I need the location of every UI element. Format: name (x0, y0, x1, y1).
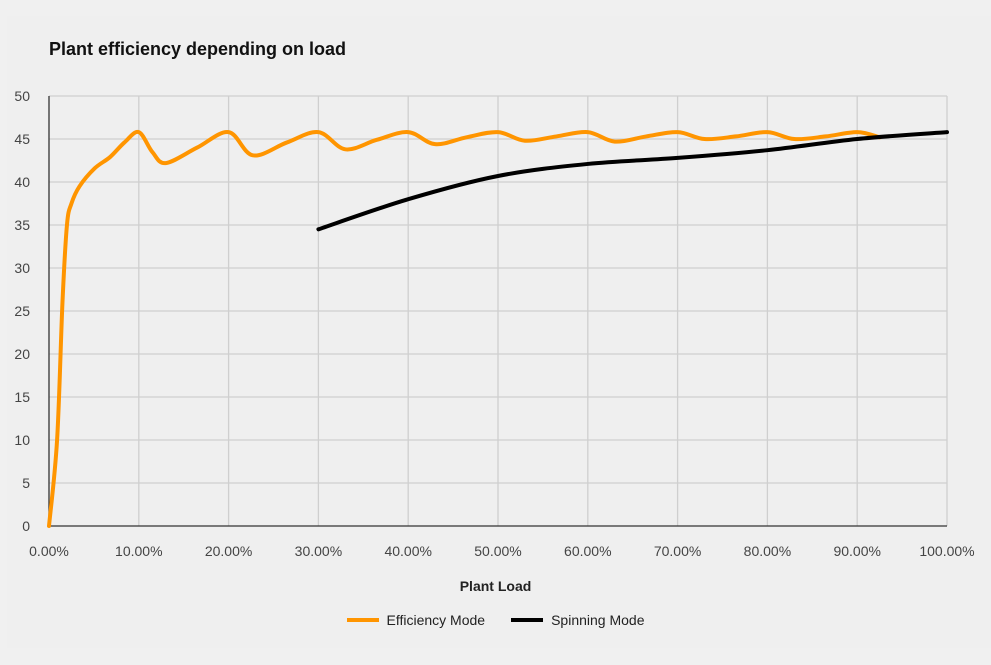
y-tick-labels: 0 5 10 15 20 25 30 35 40 45 50 (14, 88, 30, 534)
legend-label-spinning: Spinning Mode (551, 612, 645, 628)
series-line-efficiency-mode (47, 129, 882, 528)
y-tick-label: 10 (14, 432, 30, 448)
legend-swatch-efficiency (346, 618, 379, 622)
grid (49, 95, 948, 526)
y-tick-label: 35 (14, 217, 30, 233)
y-tick-label: 5 (22, 475, 30, 491)
y-tick-label: 20 (14, 346, 30, 362)
x-tick-label: 0.00% (29, 543, 69, 559)
series-lines (47, 129, 949, 528)
x-tick-label: 20.00% (205, 543, 252, 559)
legend-item-spinning[interactable]: Spinning Mode (511, 612, 644, 628)
x-axis-label: Plant Load (459, 578, 532, 594)
x-tick-label: 50.00% (474, 543, 521, 559)
x-tick-label: 90.00% (833, 543, 880, 559)
legend-label-efficiency: Efficiency Mode (386, 612, 486, 628)
y-tick-label: 25 (14, 303, 30, 319)
x-tick-label: 30.00% (295, 543, 342, 559)
y-tick-label: 15 (14, 389, 30, 405)
legend-item-efficiency[interactable]: Efficiency Mode (346, 612, 486, 628)
chart-title: Plant efficiency depending on load (49, 39, 347, 59)
x-tick-labels: 0.00% 10.00% 20.00% 30.00% 40.00% 50.00% 60.00… (29, 543, 974, 559)
y-tick-label: 0 (22, 518, 30, 534)
y-tick-label: 40 (14, 174, 30, 190)
x-tick-label: 60.00% (564, 543, 611, 559)
x-tick-label: 10.00% (115, 543, 162, 559)
y-tick-label: 30 (14, 260, 30, 276)
x-tick-label: 80.00% (744, 543, 791, 559)
chart-panel (7, 16, 991, 648)
legend-swatch-spinning (511, 618, 544, 622)
legend: Efficiency Mode Spinning Mode (0, 612, 991, 628)
y-tick-label: 50 (14, 88, 30, 104)
x-tick-label: 70.00% (654, 543, 701, 559)
y-tick-label: 45 (14, 131, 30, 147)
x-tick-label: 100.00% (919, 543, 974, 559)
series-line-spinning-mode (316, 130, 949, 232)
axes (48, 96, 947, 527)
x-tick-label: 40.00% (384, 543, 431, 559)
